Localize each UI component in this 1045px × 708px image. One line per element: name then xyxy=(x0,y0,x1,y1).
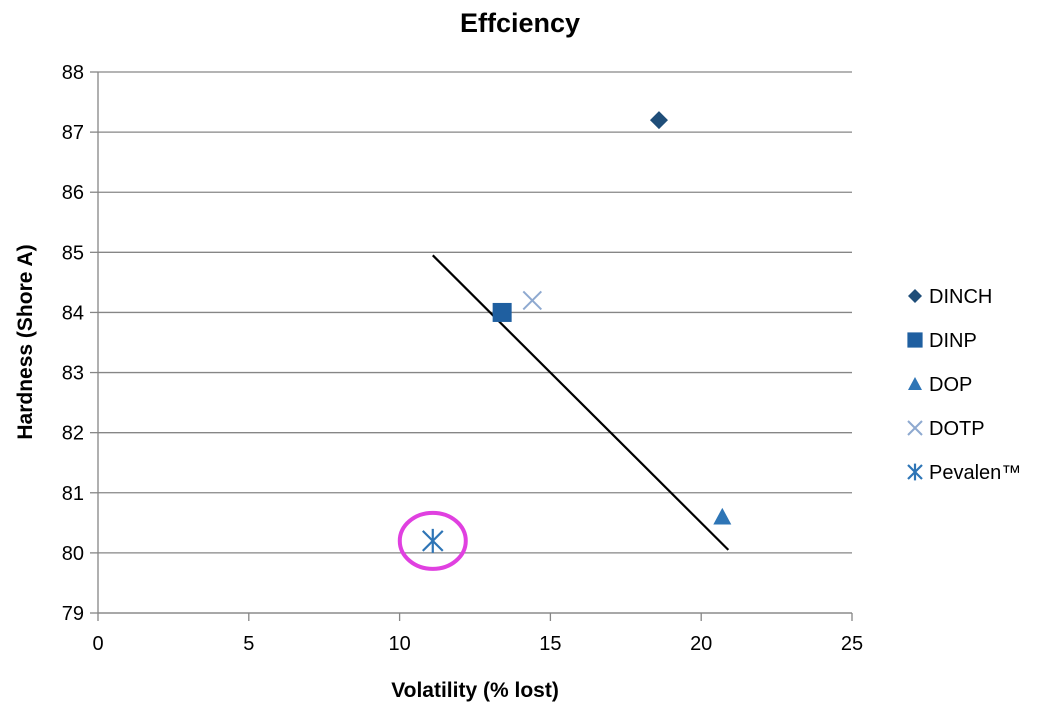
y-tick-label: 79 xyxy=(62,603,84,625)
x-tick-label: 25 xyxy=(841,633,863,655)
legend-marker xyxy=(908,377,922,390)
data-point-dinp xyxy=(492,302,512,322)
y-tick-labels: 79 80 81 82 83 84 85 86 87 88 xyxy=(62,62,84,625)
legend-item: Pevalen™ xyxy=(907,462,1021,484)
y-tick-label: 86 xyxy=(62,182,84,204)
y-tick-label: 81 xyxy=(62,483,84,505)
legend-item: DINCH xyxy=(908,286,992,308)
data-point-dotp xyxy=(522,290,543,311)
data-point-dinch xyxy=(649,111,668,130)
trendline xyxy=(431,254,730,551)
legend-label: DOTP xyxy=(929,418,985,440)
data-points xyxy=(421,111,732,553)
y-tick-label: 87 xyxy=(62,122,84,144)
y-axis-title: Hardness (Shore A) xyxy=(14,244,37,439)
data-point-pevalen xyxy=(421,528,444,553)
legend-label: DOP xyxy=(929,374,972,396)
x-tick-label: 0 xyxy=(92,633,103,655)
legend-marker xyxy=(907,463,923,481)
legend-label: DINCH xyxy=(929,286,992,308)
legend-label: Pevalen™ xyxy=(929,462,1021,484)
x-tick-label: 5 xyxy=(243,633,254,655)
chart-title: Effciency xyxy=(460,8,580,38)
legend-marker xyxy=(907,332,923,348)
legend-label: DINP xyxy=(929,330,977,352)
y-tick-label: 84 xyxy=(62,302,84,324)
y-tick-label: 82 xyxy=(62,423,84,445)
y-tick-label: 80 xyxy=(62,543,84,565)
y-tick-label: 88 xyxy=(62,62,84,84)
highlight-circle xyxy=(397,510,468,571)
y-tick-label: 83 xyxy=(62,363,84,385)
grid-layer xyxy=(90,71,853,621)
x-tick-label: 15 xyxy=(539,633,561,655)
legend-item: DINP xyxy=(907,330,977,352)
legend-item: DOP xyxy=(908,374,972,396)
legend-item: DOTP xyxy=(907,418,985,440)
legend: DINCH DINP DOP DOTP Pevalen™ xyxy=(907,286,1021,484)
x-tick-labels: 0 5 10 15 20 25 xyxy=(92,633,863,655)
highlight-layer xyxy=(397,510,468,571)
y-tick-label: 85 xyxy=(62,242,84,264)
legend-marker xyxy=(907,420,923,436)
x-tick-label: 20 xyxy=(690,633,712,655)
x-axis-title: Volatility (% lost) xyxy=(391,679,559,702)
legend-marker xyxy=(908,289,922,303)
data-point-dop xyxy=(713,507,732,525)
trendline-layer xyxy=(431,254,730,551)
x-tick-label: 10 xyxy=(388,633,410,655)
